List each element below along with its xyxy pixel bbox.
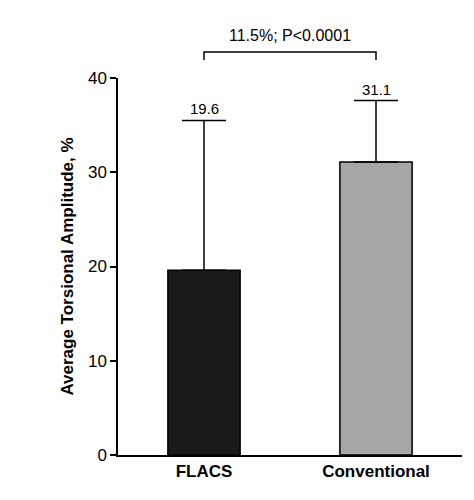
svg-text:30: 30: [88, 163, 107, 182]
svg-text:31.1: 31.1: [362, 81, 391, 98]
svg-text:10: 10: [88, 352, 107, 371]
svg-text:Conventional: Conventional: [322, 462, 430, 481]
svg-text:11.5%; P<0.0001: 11.5%; P<0.0001: [229, 27, 351, 44]
svg-text:Average Torsional Amplitude, %: Average Torsional Amplitude, %: [58, 137, 77, 395]
svg-text:0: 0: [97, 446, 106, 465]
svg-text:20: 20: [88, 257, 107, 276]
svg-text:40: 40: [88, 69, 107, 88]
svg-text:FLACS: FLACS: [176, 462, 233, 481]
svg-text:19.6: 19.6: [190, 100, 219, 117]
